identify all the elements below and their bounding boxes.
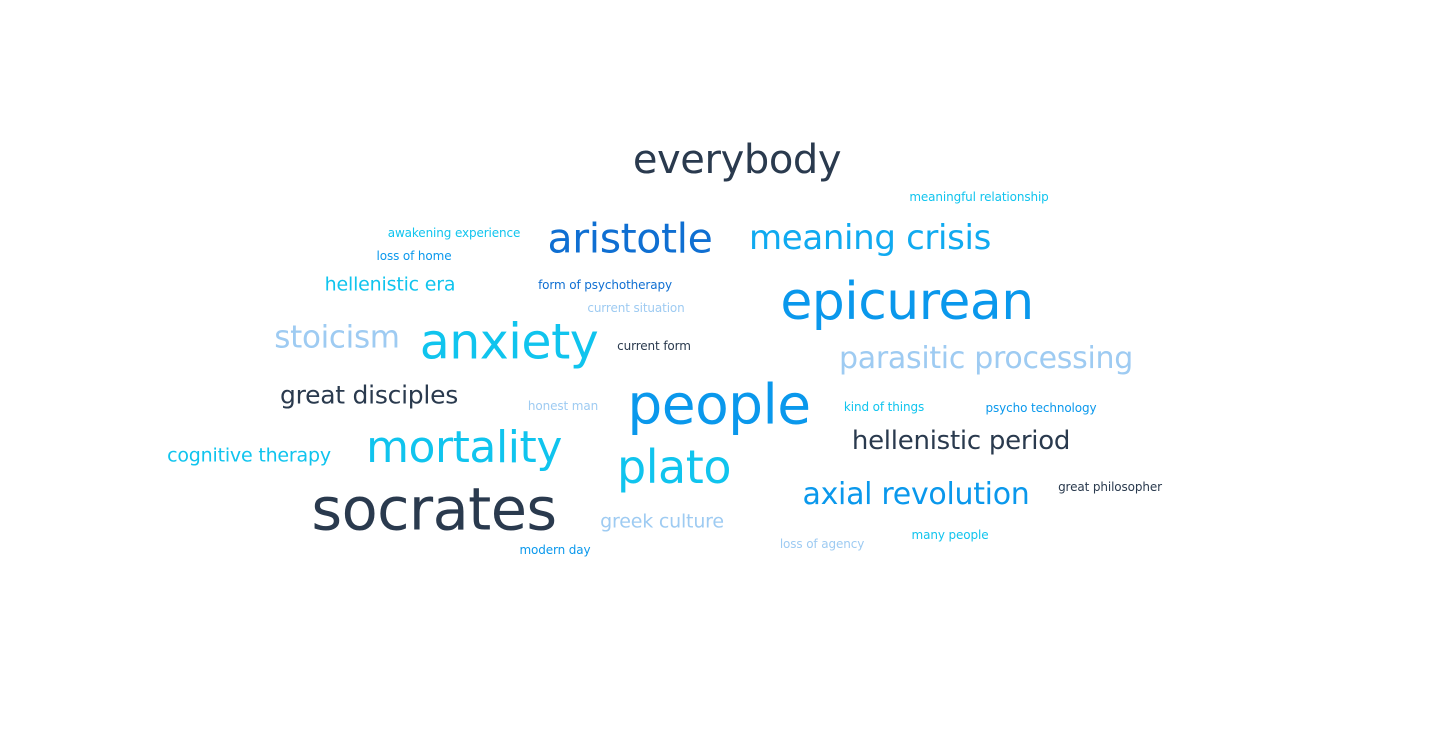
word-aristotle: aristotle (547, 214, 713, 263)
word-awakening-experience: awakening experience (387, 226, 521, 240)
word-loss-of-agency: loss of agency (779, 537, 865, 551)
word-great-disciples: great disciples (279, 380, 459, 410)
word-plato: plato (616, 440, 732, 494)
word-cognitive-therapy: cognitive therapy (167, 444, 331, 467)
word-modern-day: modern day (519, 543, 591, 557)
word-parasitic-processing: parasitic processing (839, 341, 1133, 376)
word-kind-of-things: kind of things (843, 400, 925, 414)
word-form-of-psychotherapy: form of psychotherapy (538, 278, 672, 292)
word-mortality: mortality (366, 422, 562, 473)
word-socrates: socrates (311, 474, 557, 544)
word-greek-culture: greek culture (600, 510, 724, 533)
word-everybody: everybody (632, 137, 842, 183)
word-meaningful-relationship: meaningful relationship (909, 190, 1049, 204)
word-current-situation: current situation (587, 301, 685, 315)
word-hellenistic-period: hellenistic period (851, 426, 1071, 456)
word-honest-man: honest man (527, 399, 599, 413)
word-axial-revolution: axial revolution (802, 477, 1030, 512)
word-people: people (627, 372, 811, 437)
word-meaning-crisis: meaning crisis (748, 218, 992, 258)
word-psycho-technology: psycho technology (985, 401, 1097, 415)
word-current-form: current form (617, 339, 691, 353)
word-loss-of-home: loss of home (376, 249, 452, 263)
word-many-people: many people (911, 528, 989, 542)
word-anxiety: anxiety (419, 313, 599, 371)
word-hellenistic-era: hellenistic era (324, 273, 456, 296)
word-epicurean: epicurean (780, 272, 1034, 332)
word-great-philosopher: great philosopher (1058, 480, 1162, 494)
word-stoicism: stoicism (274, 319, 400, 356)
